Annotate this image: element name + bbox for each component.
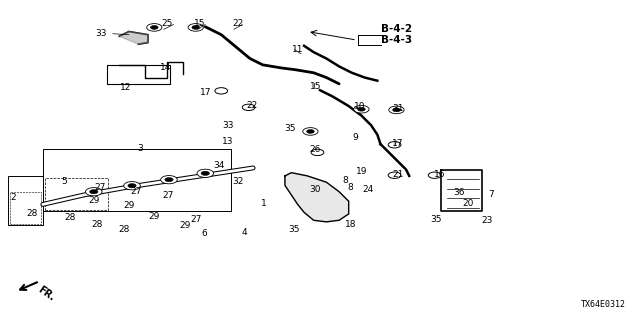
Text: 19: 19 [356,167,367,176]
Circle shape [389,106,404,114]
Text: 9: 9 [352,133,358,142]
Text: 11: 11 [292,45,303,54]
Circle shape [303,128,318,135]
Text: 33: 33 [222,121,234,130]
Circle shape [161,176,177,184]
Text: 28: 28 [118,225,129,234]
Circle shape [188,24,204,31]
Text: 32: 32 [233,177,244,186]
Text: 15: 15 [310,82,321,91]
Text: 2: 2 [10,193,15,202]
Text: 29: 29 [88,196,99,205]
Text: 12: 12 [120,83,131,92]
Text: 36: 36 [453,188,465,197]
Text: 6: 6 [201,229,207,238]
Text: 20: 20 [462,199,474,208]
Text: 28: 28 [92,220,102,228]
Text: TX64E0312: TX64E0312 [581,300,626,309]
Text: 25: 25 [161,19,173,28]
Text: 23: 23 [481,216,493,225]
Text: 28: 28 [26,209,38,219]
Text: B-4-2: B-4-2 [381,24,412,34]
Text: 29: 29 [123,201,134,210]
Text: 35: 35 [284,124,296,133]
Text: 27: 27 [131,187,142,196]
Text: 13: 13 [222,137,234,146]
Text: 31: 31 [392,104,403,113]
Text: 15: 15 [195,19,206,28]
Text: 16: 16 [434,170,445,179]
Text: 22: 22 [233,19,244,28]
Text: 17: 17 [392,139,403,148]
Text: 29: 29 [179,221,191,230]
Circle shape [201,171,209,175]
Circle shape [197,169,214,178]
Circle shape [165,178,173,182]
Text: 30: 30 [309,185,321,194]
Text: 10: 10 [354,102,365,111]
Circle shape [192,26,200,29]
Text: 21: 21 [392,170,403,179]
Polygon shape [119,32,148,44]
Circle shape [307,130,314,133]
Text: 18: 18 [345,220,356,228]
Text: FR.: FR. [36,284,57,303]
Circle shape [147,24,162,31]
Bar [45,178,108,210]
Text: 5: 5 [61,177,67,186]
Text: 8: 8 [342,176,348,185]
Bar [43,149,231,211]
Text: 29: 29 [148,212,160,221]
Text: 35: 35 [430,215,442,224]
Circle shape [90,190,98,194]
Polygon shape [285,173,349,222]
Circle shape [124,181,140,190]
Circle shape [128,184,136,188]
Circle shape [358,107,365,111]
Bar [8,176,43,225]
Text: B-4-3: B-4-3 [381,35,412,45]
Text: 27: 27 [95,183,106,192]
Text: 28: 28 [65,213,76,222]
Bar [106,65,170,84]
Text: 24: 24 [362,185,373,194]
Text: 17: 17 [200,88,211,97]
Text: 22: 22 [246,101,257,110]
Text: 3: 3 [138,144,143,153]
Circle shape [393,108,400,112]
Bar [10,192,41,224]
Circle shape [354,105,369,113]
Text: 14: 14 [160,63,172,72]
Text: 8: 8 [348,183,353,192]
Text: 34: 34 [214,161,225,170]
Text: 26: 26 [309,145,321,154]
Text: 35: 35 [289,225,300,234]
Text: 27: 27 [163,191,174,200]
Text: 33: 33 [95,29,106,38]
Text: 4: 4 [242,228,248,237]
Circle shape [86,188,102,196]
Text: 1: 1 [261,199,267,208]
Text: 27: 27 [190,215,202,224]
Circle shape [150,26,158,29]
Text: 7: 7 [488,190,493,199]
